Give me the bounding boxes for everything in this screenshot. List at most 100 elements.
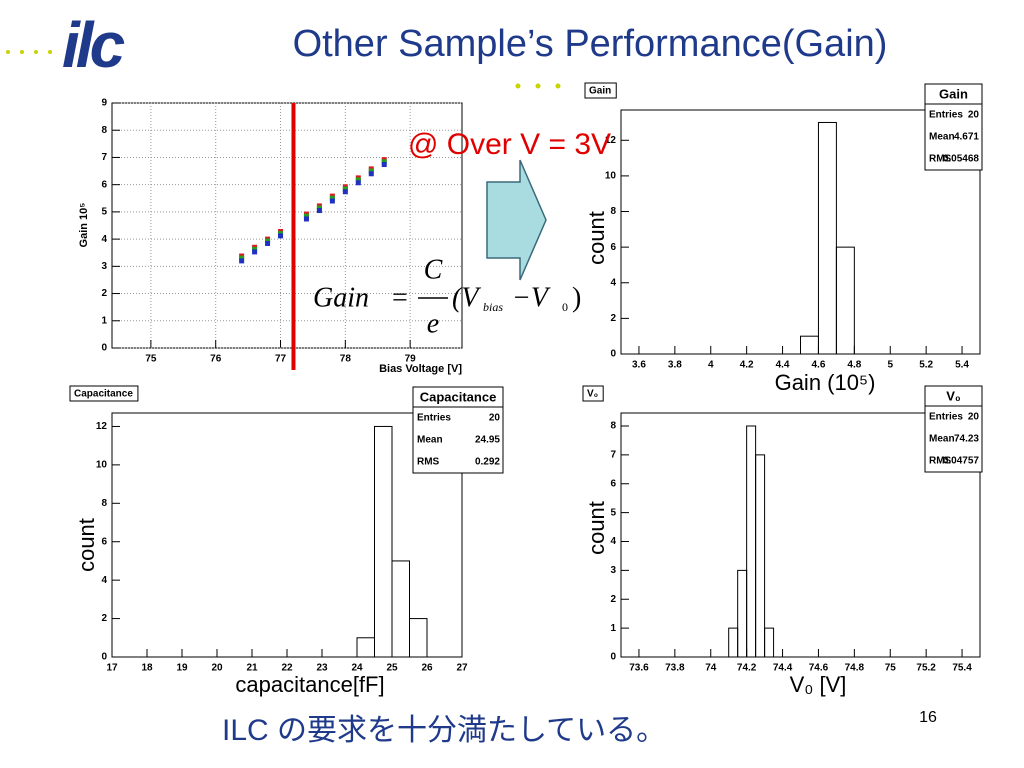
point xyxy=(381,162,387,168)
stats-value: 74.23 xyxy=(954,434,979,445)
x-tick-label: 77 xyxy=(275,354,287,365)
x-tick-label: 75 xyxy=(885,663,897,674)
logo-dots xyxy=(6,50,561,89)
stats-label: Entries xyxy=(929,110,963,121)
y-tick-label: 6 xyxy=(101,536,107,547)
stats-box xyxy=(924,385,983,473)
stats-label: Entries xyxy=(417,413,451,424)
hist-bar xyxy=(817,121,837,355)
x-tick-label: 79 xyxy=(405,354,417,365)
y-axis-label: count xyxy=(74,518,99,572)
plot-frame xyxy=(620,412,981,658)
y-tick-label: 2 xyxy=(610,313,616,324)
title-box xyxy=(584,82,617,99)
stats-box xyxy=(412,386,504,474)
y-tick-label: 8 xyxy=(101,125,107,136)
hist-bar xyxy=(764,627,775,658)
y-tick-label: 2 xyxy=(610,594,616,605)
point xyxy=(355,177,361,183)
y-tick-label: 3 xyxy=(610,565,616,576)
x-tick-label: 26 xyxy=(421,663,433,674)
x-tick-label: 73.6 xyxy=(629,663,649,674)
x-tick-label: 78 xyxy=(340,354,352,365)
formula-denominator: e xyxy=(427,308,439,339)
title-box xyxy=(582,385,604,402)
x-tick-label: 5.4 xyxy=(955,360,969,371)
y-tick-label: 5 xyxy=(101,207,107,218)
stats-value: 0.04757 xyxy=(943,456,980,467)
stats-value: 4.671 xyxy=(954,132,979,143)
point xyxy=(342,189,348,195)
y-tick-label: 0 xyxy=(101,343,107,354)
point xyxy=(342,186,348,192)
x-tick-label: 4.8 xyxy=(847,360,861,371)
y-tick-label: 8 xyxy=(610,421,616,432)
y-tick-label: 10 xyxy=(96,460,108,471)
point xyxy=(239,258,245,264)
stats-label: Entries xyxy=(929,412,963,423)
point xyxy=(303,216,309,222)
footer: ILC の要求を十分満たしている。 xyxy=(222,714,666,747)
hist-bar xyxy=(835,246,855,355)
x-tick-label: 74 xyxy=(705,663,717,674)
hist-title: V₀ xyxy=(587,389,598,400)
stats-box xyxy=(924,83,983,171)
stats-value: 20 xyxy=(968,110,980,121)
y-tick-label: 7 xyxy=(101,152,107,163)
y-tick-label: 2 xyxy=(101,288,107,299)
y-tick-label: 12 xyxy=(605,135,617,146)
point xyxy=(265,240,271,246)
x-tick-label: 19 xyxy=(176,663,188,674)
formula-numerator: C xyxy=(424,254,443,285)
x-tick-label: 75.2 xyxy=(916,663,936,674)
stats-value: 20 xyxy=(968,412,980,423)
plot-frame xyxy=(111,412,463,658)
y-tick-label: 6 xyxy=(101,179,107,190)
y-tick-label: 7 xyxy=(610,450,616,461)
formula-close: ) xyxy=(572,282,581,313)
x-axis-label: Gain (10⁵) xyxy=(775,370,876,395)
formula-lhs: Gain xyxy=(313,282,369,313)
x-tick-label: 74.6 xyxy=(809,663,829,674)
y-tick-label: 0 xyxy=(101,652,107,663)
x-axis-label: V₀ [V] xyxy=(790,672,847,697)
hist-bar xyxy=(409,618,428,658)
x-tick-label: 4.6 xyxy=(811,360,825,371)
y-tick-label: 10 xyxy=(605,171,617,182)
point xyxy=(355,180,361,186)
formula-open: (V xyxy=(452,282,481,313)
formula-sub: bias xyxy=(483,300,503,314)
y-tick-label: 8 xyxy=(101,498,107,509)
x-tick-label: 27 xyxy=(456,663,468,674)
y-tick-label: 0 xyxy=(610,349,616,360)
x-tick-label: 76 xyxy=(210,354,222,365)
point xyxy=(303,213,309,219)
x-tick-label: 20 xyxy=(211,663,223,674)
hist-bar xyxy=(374,425,393,658)
stats-label: RMS xyxy=(417,457,440,468)
y-tick-label: 1 xyxy=(610,623,616,634)
point xyxy=(368,171,374,177)
x-tick-label: 3.8 xyxy=(668,360,682,371)
stats-value: 20 xyxy=(489,413,501,424)
y-tick-label: 3 xyxy=(101,261,107,272)
x-tick-label: 5.2 xyxy=(919,360,933,371)
y-tick-label: 4 xyxy=(101,234,107,245)
formula-eq: = xyxy=(392,282,408,313)
point xyxy=(278,233,284,239)
stats-value: 24.95 xyxy=(475,435,500,446)
x-axis-label: capacitance[fF] xyxy=(235,672,384,697)
point xyxy=(329,198,335,204)
point xyxy=(368,168,374,174)
x-tick-label: 3.6 xyxy=(632,360,646,371)
hist-bar xyxy=(755,454,766,658)
x-tick-label: 5 xyxy=(887,360,893,371)
stats-value: 0.292 xyxy=(475,457,500,468)
formula-minus: −V xyxy=(512,282,551,313)
hist-title: Gain xyxy=(589,86,611,97)
y-tick-label: 4 xyxy=(610,536,616,547)
y-axis-label: count xyxy=(584,501,609,555)
y-tick-label: 5 xyxy=(610,507,616,518)
